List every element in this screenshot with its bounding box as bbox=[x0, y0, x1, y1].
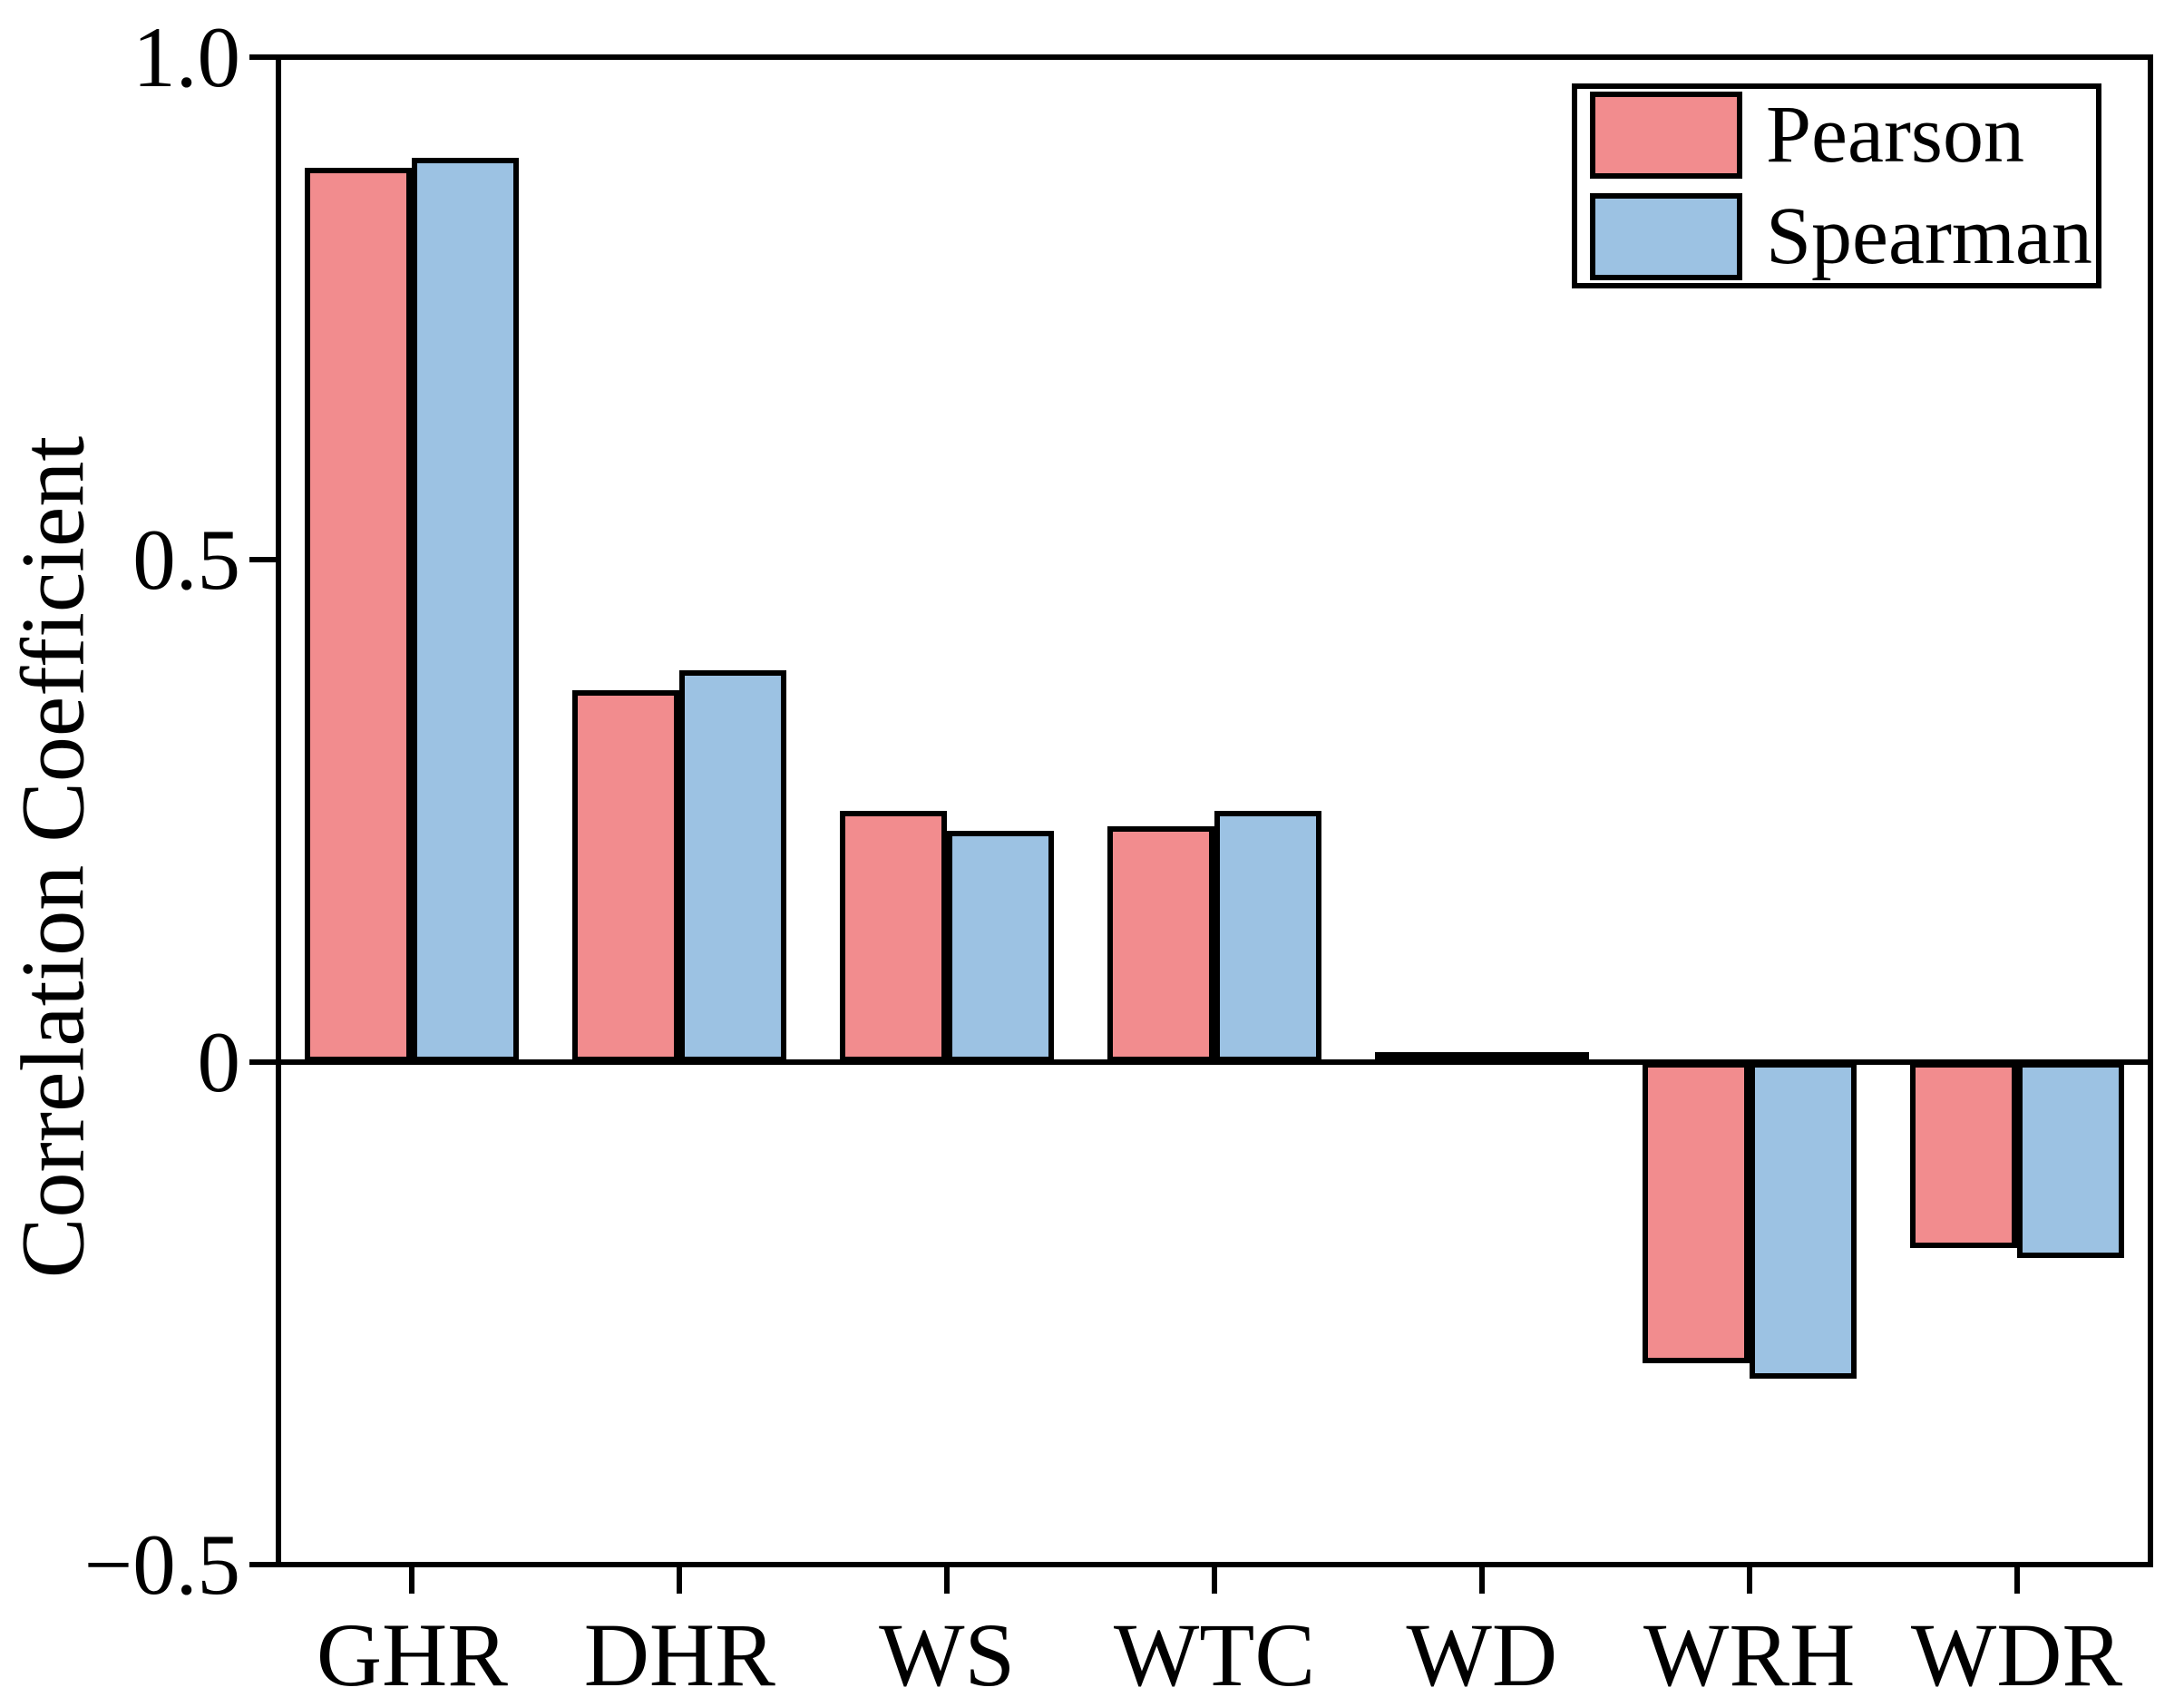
y-tick-1.0 bbox=[249, 54, 278, 60]
legend-swatch-spearman bbox=[1590, 193, 1742, 280]
bar-pearson-dhr bbox=[572, 690, 680, 1062]
legend: Pearson Spearman bbox=[1572, 83, 2101, 288]
legend-item-spearman: Spearman bbox=[1590, 193, 2096, 280]
zero-axis-line bbox=[278, 1059, 2150, 1065]
x-tick-WDR bbox=[2013, 1565, 2020, 1594]
y-tick-label-1.0: 1.0 bbox=[132, 9, 240, 105]
legend-label-pearson: Pearson bbox=[1766, 90, 2024, 180]
x-tick-GHR bbox=[409, 1565, 415, 1594]
y-tick-0.5 bbox=[249, 557, 278, 562]
y-tick-label-−0.5: −0.5 bbox=[83, 1517, 240, 1613]
x-category-label-WTC: WTC bbox=[1113, 1605, 1316, 1705]
x-category-label-GHR: GHR bbox=[316, 1605, 508, 1705]
bar-spearman-ghr bbox=[412, 157, 520, 1062]
bar-spearman-wdr bbox=[2016, 1062, 2124, 1259]
bar-spearman-wtc bbox=[1214, 811, 1321, 1062]
legend-swatch-pearson bbox=[1590, 92, 1742, 179]
bar-pearson-wdr bbox=[1909, 1062, 2017, 1248]
bar-spearman-dhr bbox=[679, 669, 787, 1062]
x-category-label-WD: WD bbox=[1406, 1605, 1558, 1705]
x-tick-WD bbox=[1478, 1565, 1485, 1594]
bar-pearson-wtc bbox=[1107, 825, 1214, 1062]
x-tick-WS bbox=[944, 1565, 951, 1594]
y-tick-label-0: 0 bbox=[197, 1014, 241, 1110]
y-tick-0 bbox=[249, 1059, 278, 1065]
bar-spearman-wrh bbox=[1749, 1062, 1857, 1380]
bar-pearson-ghr bbox=[305, 167, 413, 1062]
bar-spearman-ws bbox=[947, 831, 1055, 1062]
legend-label-spearman: Spearman bbox=[1766, 191, 2092, 281]
y-tick-−0.5 bbox=[249, 1562, 278, 1567]
bar-pearson-wrh bbox=[1642, 1062, 1750, 1364]
x-category-label-DHR: DHR bbox=[583, 1605, 775, 1705]
y-tick-label-0.5: 0.5 bbox=[132, 512, 240, 608]
x-category-label-WRH: WRH bbox=[1643, 1605, 1856, 1705]
x-category-label-WS: WS bbox=[879, 1605, 1016, 1705]
x-tick-WTC bbox=[1212, 1565, 1217, 1594]
legend-item-pearson: Pearson bbox=[1590, 92, 2096, 179]
bar-pearson-ws bbox=[840, 811, 948, 1062]
x-tick-DHR bbox=[677, 1565, 683, 1594]
x-category-label-WDR: WDR bbox=[1910, 1605, 2123, 1705]
x-tick-WRH bbox=[1746, 1565, 1752, 1594]
